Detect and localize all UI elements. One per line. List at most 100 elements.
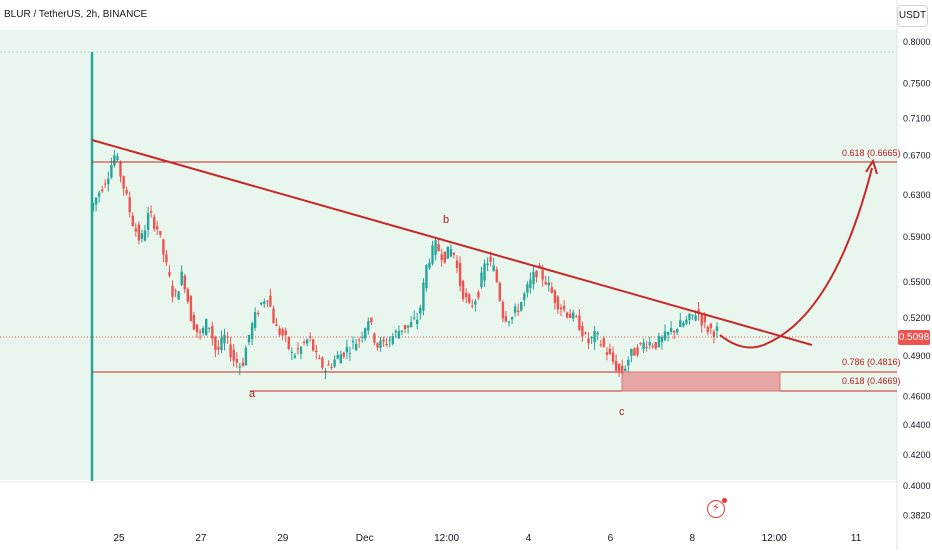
candle-up <box>253 312 257 328</box>
candle-down <box>501 302 505 319</box>
candle-up <box>260 302 263 305</box>
candle-up <box>364 328 367 339</box>
candle-up <box>419 307 422 314</box>
wave-label-a: a <box>249 388 256 400</box>
price-axis[interactable]: 0.8000 0.7500 0.7100 0.6700 0.6300 0.5900 0.55… <box>903 37 931 521</box>
candle-up <box>526 284 529 293</box>
candle-down <box>281 329 284 336</box>
time-tick-label: 11 <box>851 533 862 544</box>
candle-down <box>498 283 501 301</box>
candle-up <box>624 368 627 371</box>
candle-up <box>513 306 517 313</box>
candle-down <box>437 244 440 251</box>
candle-up <box>483 263 486 281</box>
candle-down <box>602 338 605 347</box>
candle-up <box>492 265 495 271</box>
candle-down <box>192 315 196 330</box>
candle-up <box>572 312 575 319</box>
candle-down <box>189 296 193 322</box>
candle-down <box>538 265 541 268</box>
candle-down <box>159 231 162 235</box>
candle-down <box>287 336 290 349</box>
projection-arrowhead <box>865 158 878 175</box>
candle-up <box>290 352 293 353</box>
candle-up <box>388 339 391 341</box>
candle-down <box>327 364 330 366</box>
candle-down <box>229 344 232 358</box>
candle-down <box>458 263 462 286</box>
time-tick-label: 6 <box>608 533 614 544</box>
candle-down <box>550 287 553 293</box>
candle-down <box>312 339 315 351</box>
candle-up <box>146 213 150 230</box>
candle-down <box>569 313 572 319</box>
candle-up <box>140 233 144 239</box>
candle-up <box>238 366 241 368</box>
candle-up <box>679 320 682 327</box>
candle-down <box>165 254 168 263</box>
candle-down <box>214 336 217 351</box>
candle-up <box>715 326 719 331</box>
wave-label-c: c <box>619 406 625 418</box>
candle-up <box>666 332 670 335</box>
candle-down <box>581 325 584 337</box>
candle-up <box>339 354 342 364</box>
candle-up <box>180 271 183 285</box>
symbol-title: BLUR / TetherUS, 2h, BINANCE <box>4 9 148 20</box>
candle-down <box>318 358 321 360</box>
candle-down <box>131 215 134 227</box>
candle-up <box>529 279 532 288</box>
candle-down <box>272 308 275 324</box>
candle-down <box>517 310 520 312</box>
candle-up <box>682 323 685 327</box>
projection-curve[interactable] <box>719 167 873 349</box>
candle-down <box>440 254 443 260</box>
wave-label-b: b <box>443 214 450 226</box>
price-tick-label: 0.5200 <box>903 313 931 323</box>
candle-up <box>94 197 98 205</box>
candle-up <box>143 230 147 241</box>
candle-up <box>220 337 223 350</box>
candle-up <box>348 353 352 355</box>
time-tick-label: 4 <box>526 533 532 544</box>
candle-up <box>685 319 688 324</box>
candle-up <box>648 342 651 346</box>
candle-up <box>486 263 489 266</box>
candle-down <box>700 314 703 326</box>
candle-down <box>241 362 245 366</box>
candle-down <box>137 224 141 241</box>
candle-down <box>443 251 446 263</box>
candle-up <box>110 165 113 178</box>
time-tick-label: 25 <box>113 533 125 544</box>
candle-up <box>177 291 180 300</box>
target-zone-box[interactable] <box>621 371 781 392</box>
candle-down <box>269 295 272 307</box>
candle-up <box>431 245 434 264</box>
candle-up <box>446 246 449 259</box>
candle-up <box>694 315 697 321</box>
candle-down <box>535 270 538 278</box>
descending-trendline[interactable] <box>91 139 813 346</box>
candle-down <box>198 331 202 333</box>
price-tick-label: 0.7100 <box>903 113 931 123</box>
candle-down <box>235 359 238 363</box>
candle-down <box>455 260 459 268</box>
candle-up <box>391 336 394 344</box>
candle-down <box>553 290 557 304</box>
lightning-alert-icon[interactable]: ⚡ <box>707 498 727 518</box>
candle-up <box>367 321 370 331</box>
candle-up <box>361 336 364 338</box>
price-tick-label: 0.6300 <box>903 190 931 200</box>
candle-up <box>593 331 596 343</box>
candle-up <box>507 321 511 323</box>
candle-up <box>590 336 593 339</box>
currency-button[interactable]: USDT <box>897 5 928 27</box>
candle-down <box>489 256 492 262</box>
candle-down <box>709 323 713 329</box>
candle-down <box>156 226 159 230</box>
candle-down <box>128 197 131 213</box>
candle-up <box>201 328 205 333</box>
